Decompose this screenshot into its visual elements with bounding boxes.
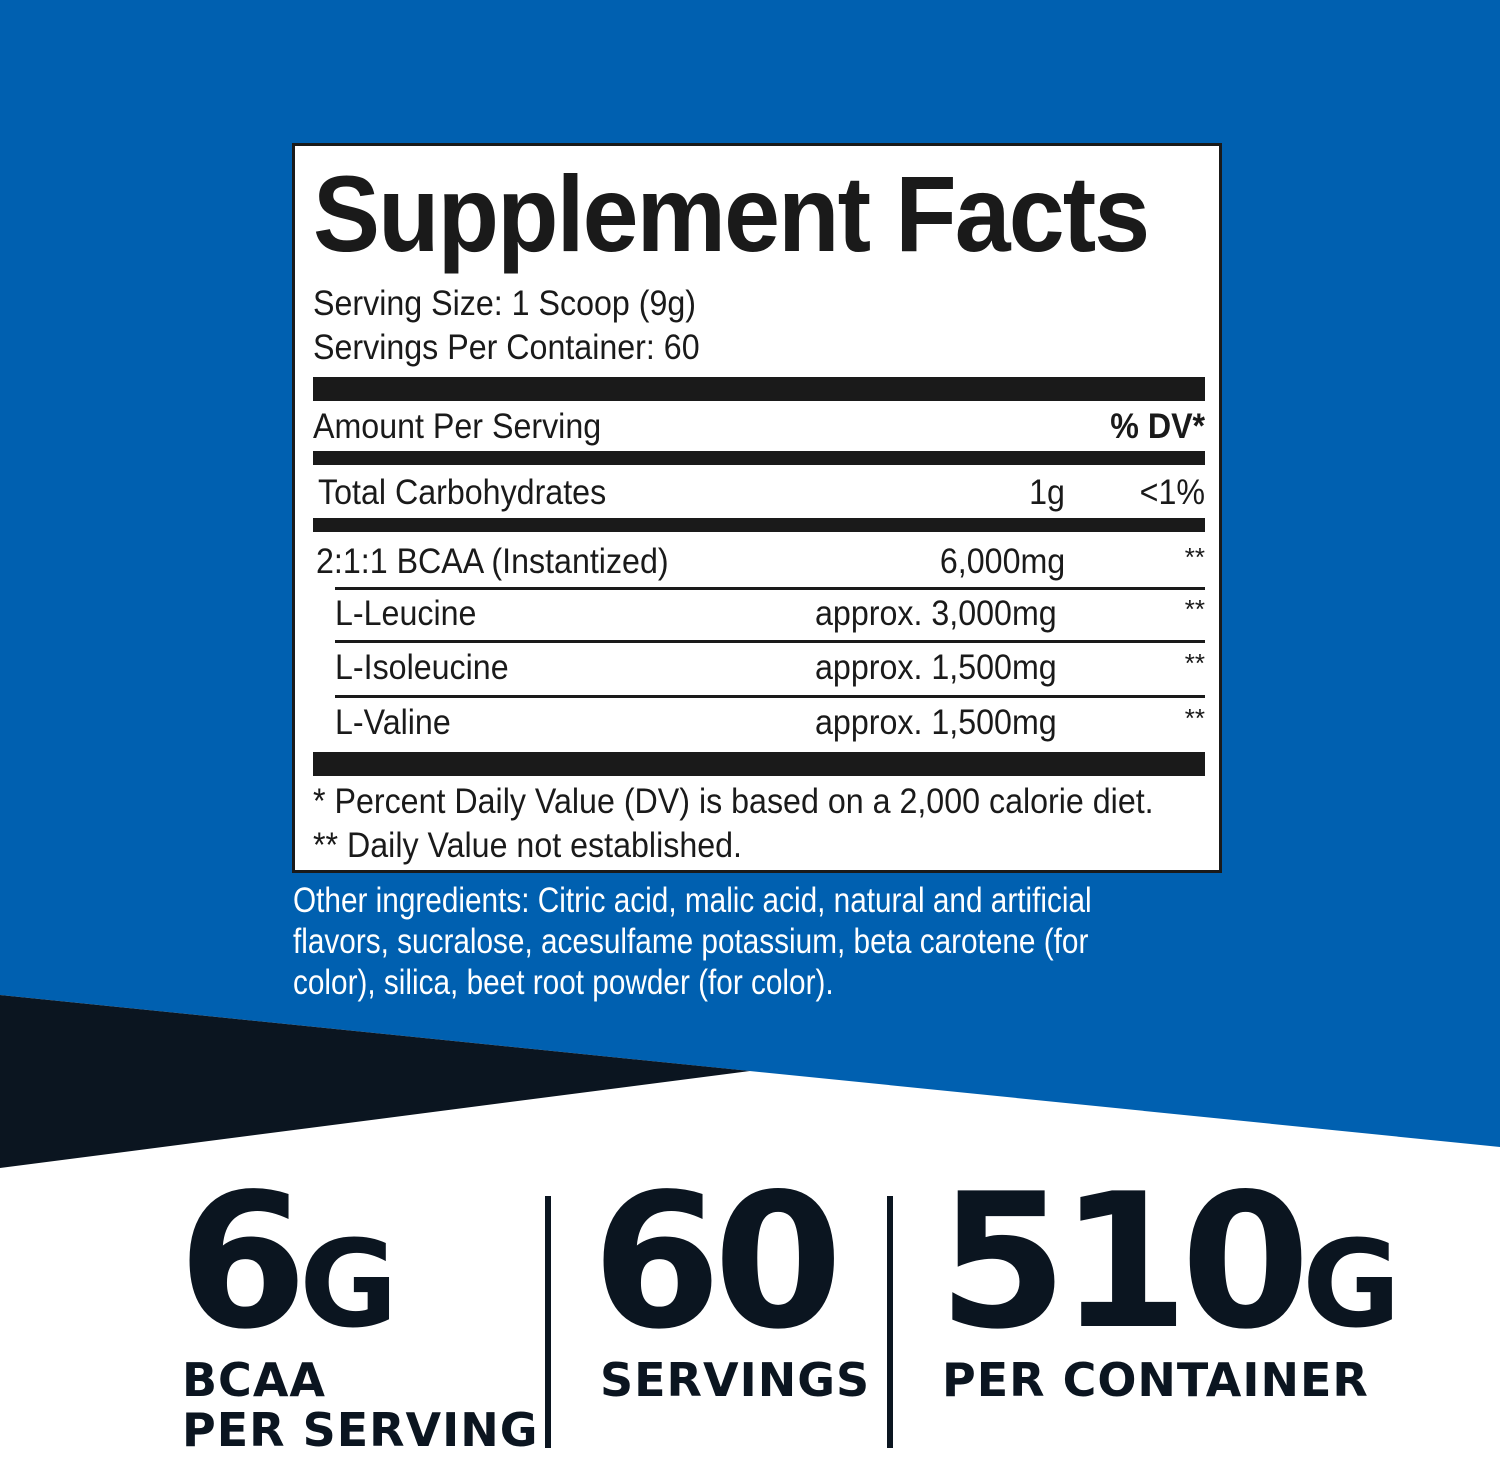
stat-bcaa-label-line1: BCAA <box>182 1353 327 1407</box>
leucine-name: L-Leucine <box>335 594 477 633</box>
stat-bcaa-label-line2: PER SERVING <box>182 1403 539 1457</box>
stat-container-number: 510 <box>938 1153 1310 1370</box>
stat-container-label: PER CONTAINER <box>942 1353 1369 1407</box>
stat-divider <box>545 1196 551 1448</box>
dark-triangle <box>0 995 750 1168</box>
stat-bcaa-label: BCAA PER SERVING <box>182 1355 539 1455</box>
leucine-dv: ** <box>1184 594 1205 624</box>
bcaa-amount: 6,000mg <box>939 542 1065 581</box>
footnote-not-established: ** Daily Value not established. <box>313 826 742 865</box>
carbs-amount: 1g <box>1029 473 1065 512</box>
bcaa-name: 2:1:1 BCAA (Instantized) <box>316 542 669 581</box>
valine-dv: ** <box>1184 703 1205 733</box>
valine-amount: approx. 1,500mg <box>815 703 1057 742</box>
divider-thick <box>313 377 1205 401</box>
dv-header: % DV* <box>1110 407 1205 446</box>
divider-thin <box>335 695 1205 698</box>
stat-container-unit: G <box>1302 1216 1400 1355</box>
stat-servings-label: SERVINGS <box>600 1353 871 1407</box>
stat-container-value: 510G <box>938 1169 1401 1356</box>
other-ingredients: Other ingredients: Citric acid, malic ac… <box>293 881 1092 1002</box>
divider-thin <box>335 587 1205 590</box>
facts-title: Supplement Facts <box>313 153 1150 274</box>
isoleucine-name: L-Isoleucine <box>335 648 509 687</box>
divider-thin <box>335 640 1205 643</box>
leucine-amount: approx. 3,000mg <box>815 594 1057 633</box>
stat-bcaa-number: 6 <box>178 1153 307 1370</box>
isoleucine-dv: ** <box>1184 648 1205 678</box>
divider-thick <box>313 752 1205 776</box>
divider-medium <box>313 518 1205 532</box>
amount-per-serving-header: Amount Per Serving <box>313 407 602 446</box>
serving-size: Serving Size: 1 Scoop (9g) <box>313 284 697 323</box>
stat-servings-value: 60 <box>592 1153 843 1370</box>
stat-divider <box>887 1196 893 1448</box>
isoleucine-amount: approx. 1,500mg <box>815 648 1057 687</box>
carbs-name: Total Carbohydrates <box>318 473 607 512</box>
carbs-dv: <1% <box>1139 473 1205 512</box>
bcaa-dv: ** <box>1184 542 1205 572</box>
stat-bcaa-value: 6G <box>178 1169 398 1356</box>
servings-per-container: Servings Per Container: 60 <box>313 328 700 367</box>
divider-medium <box>313 451 1205 465</box>
supplement-facts-panel: Supplement Facts Serving Size: 1 Scoop (… <box>292 143 1222 873</box>
footnote-dv: * Percent Daily Value (DV) is based on a… <box>313 782 1154 821</box>
stat-bcaa-unit: G <box>299 1216 397 1355</box>
valine-name: L-Valine <box>335 703 451 742</box>
